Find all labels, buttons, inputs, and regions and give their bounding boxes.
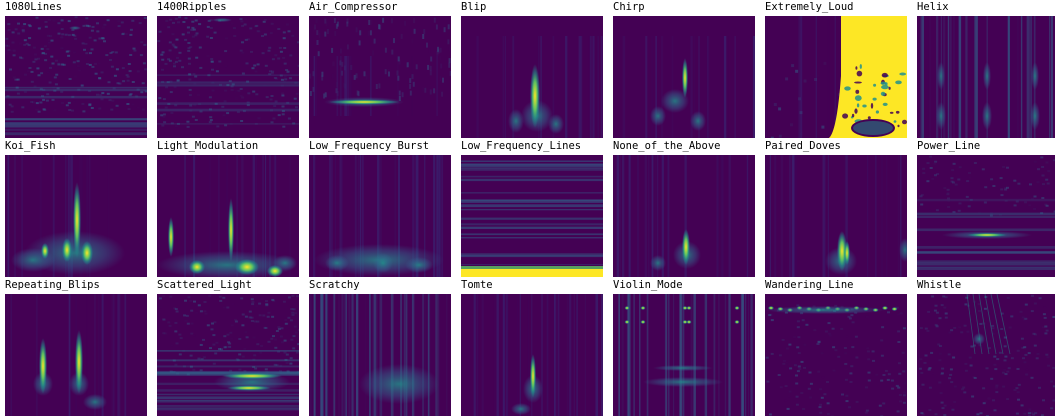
spectrogram-helix — [917, 16, 1055, 138]
spectrogram-image — [157, 16, 299, 138]
panel-tomte: Tomte — [456, 278, 603, 416]
panel-label: Air_Compressor — [309, 1, 398, 13]
spectrogram-loud — [765, 16, 907, 138]
panel-label: Scratchy — [309, 279, 360, 291]
spectrogram-image — [765, 16, 907, 138]
spectrogram-image — [613, 294, 755, 416]
panel-label: Wandering_Line — [765, 279, 854, 291]
panel-label: Tomte — [461, 279, 493, 291]
panel-label: Repeating_Blips — [5, 279, 100, 291]
panel-power-line: Power_Line — [912, 139, 1055, 277]
spectrogram-image — [765, 155, 907, 277]
panel-air-compressor: Air_Compressor — [304, 0, 451, 138]
spectrogram-whistle — [917, 294, 1055, 416]
panel-label: 1080Lines — [5, 1, 62, 13]
spectrogram-image — [157, 294, 299, 416]
panel-scattered-light: Scattered_Light — [152, 278, 299, 416]
panel-helix: Helix — [912, 0, 1055, 138]
spectrogram-image — [5, 294, 147, 416]
panel-light-modulation: Light_Modulation — [152, 139, 299, 277]
spectrogram-doves — [765, 155, 907, 277]
spectrogram-image — [461, 294, 603, 416]
panel-label: Violin_Mode — [613, 279, 683, 291]
spectrogram-image — [613, 155, 755, 277]
panel-label: Koi_Fish — [5, 140, 56, 152]
panel-low-frequency-burst: Low_Frequency_Burst — [304, 139, 451, 277]
spectrogram-powerline — [917, 155, 1055, 277]
spectrogram-image — [309, 155, 451, 277]
panel-label: None_of_the_Above — [613, 140, 721, 152]
panel-none-of-the-above: None_of_the_Above — [608, 139, 755, 277]
spectrogram-rep-blips — [5, 294, 147, 416]
panel-label: Paired_Doves — [765, 140, 841, 152]
spectrogram-image — [461, 16, 603, 138]
spectrogram-hline-mid — [309, 16, 451, 138]
spectrogram-image — [309, 294, 451, 416]
spectrogram-violin — [613, 294, 755, 416]
spectrogram-scattered — [157, 294, 299, 416]
panel-scratchy: Scratchy — [304, 278, 451, 416]
spectrogram-image — [917, 16, 1055, 138]
panel-label: Scattered_Light — [157, 279, 252, 291]
spectrogram-noise-lines — [5, 16, 147, 138]
spectrogram-image — [5, 16, 147, 138]
panel-label: Extremely_Loud — [765, 1, 854, 13]
spectrogram-image — [917, 294, 1055, 416]
panel-low-frequency-lines: Low_Frequency_Lines — [456, 139, 603, 277]
panel-whistle: Whistle — [912, 278, 1055, 416]
panel-extremely-loud: Extremely_Loud — [760, 0, 907, 138]
spectrogram-scratchy — [309, 294, 451, 416]
panel-violin-mode: Violin_Mode — [608, 278, 755, 416]
panel-label: 1400Ripples — [157, 1, 227, 13]
panel-label: Chirp — [613, 1, 645, 13]
spectrogram-spike — [461, 16, 603, 138]
panel-blip: Blip — [456, 0, 603, 138]
panel-label: Low_Frequency_Lines — [461, 140, 582, 152]
panel-chirp: Chirp — [608, 0, 755, 138]
panel-1400ripples: 1400Ripples — [152, 0, 299, 138]
spectrogram-noise-ripple — [157, 16, 299, 138]
spectrogram-image — [5, 155, 147, 277]
panel-label: Power_Line — [917, 140, 981, 152]
spectrogram-tomte — [461, 294, 603, 416]
spectrogram-lightmod — [157, 155, 299, 277]
spectrogram-image — [917, 155, 1055, 277]
panel-koi-fish: Koi_Fish — [0, 139, 147, 277]
panel-repeating-blips: Repeating_Blips — [0, 278, 147, 416]
spectrogram-wandering — [765, 294, 907, 416]
panel-wandering-line: Wandering_Line — [760, 278, 907, 416]
spectrogram-image — [309, 16, 451, 138]
spectrogram-chirp — [613, 16, 755, 138]
panel-label: Whistle — [917, 279, 962, 291]
panel-label: Low_Frequency_Burst — [309, 140, 430, 152]
panel-1080lines: 1080Lines — [0, 0, 147, 138]
spectrogram-image — [613, 16, 755, 138]
panel-paired-doves: Paired_Doves — [760, 139, 907, 277]
panel-label: Blip — [461, 1, 487, 13]
spectrogram-image — [765, 294, 907, 416]
spectrogram-image — [157, 155, 299, 277]
panel-label: Helix — [917, 1, 949, 13]
spectrogram-lflines — [461, 155, 603, 277]
spectrogram-koi — [5, 155, 147, 277]
spectrogram-spike-low — [613, 155, 755, 277]
spectrogram-lfburst — [309, 155, 451, 277]
spectrogram-image — [461, 155, 603, 277]
panel-label: Light_Modulation — [157, 140, 259, 152]
